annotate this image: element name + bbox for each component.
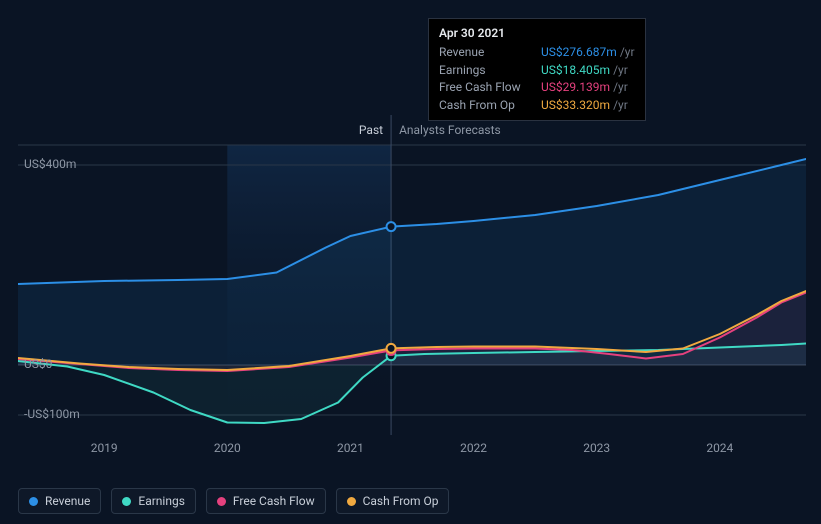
tooltip-row-fcf: Free Cash Flow US$29.139m/yr <box>439 79 635 96</box>
legend-label: Revenue <box>45 494 90 508</box>
x-axis-label: 2022 <box>460 441 487 455</box>
legend-label: Earnings <box>138 494 185 508</box>
y-axis-label: US$0 <box>24 357 52 371</box>
legend-item-cfo[interactable]: Cash From Op <box>336 488 450 514</box>
section-label-forecast: Analysts Forecasts <box>399 123 501 137</box>
tooltip-value: US$33.320m/yr <box>541 97 628 114</box>
legend-item-revenue[interactable]: Revenue <box>18 488 101 514</box>
tooltip-unit: /yr <box>613 98 628 112</box>
legend-dot-icon <box>217 497 226 506</box>
legend-label: Free Cash Flow <box>233 494 315 508</box>
chart-tooltip: Apr 30 2021 RevenueUS$276.687m/yrEarning… <box>428 18 646 121</box>
chart-legend: Revenue Earnings Free Cash Flow Cash From O… <box>18 488 449 514</box>
tooltip-date: Apr 30 2021 <box>439 25 635 42</box>
legend-item-earnings[interactable]: Earnings <box>111 488 196 514</box>
tooltip-unit: /yr <box>613 80 628 94</box>
tooltip-row-earnings: Earnings US$18.405m/yr <box>439 62 635 79</box>
tooltip-label: Earnings <box>439 62 531 79</box>
tooltip-label: Revenue <box>439 44 531 61</box>
section-label-past: Past <box>359 123 383 137</box>
tooltip-value: US$29.139m/yr <box>541 79 628 96</box>
y-axis-label: US$400m <box>24 157 76 171</box>
x-axis-label: 2020 <box>214 441 241 455</box>
legend-dot-icon <box>122 497 131 506</box>
tooltip-row-cfo: Cash From Op US$33.320m/yr <box>439 97 635 114</box>
x-axis-label: 2021 <box>337 441 364 455</box>
tooltip-row-revenue: Revenue US$276.687m/yr <box>439 44 635 61</box>
tooltip-unit: /yr <box>613 63 628 77</box>
x-axis-label: 2024 <box>706 441 733 455</box>
x-axis-label: 2023 <box>583 441 610 455</box>
legend-label: Cash From Op <box>363 494 439 508</box>
tooltip-value: US$18.405m/yr <box>541 62 628 79</box>
financials-chart[interactable]: US$400m US$0 -US$100m 2019 2020 2021 2022 2023… <box>18 115 806 465</box>
tooltip-unit: /yr <box>620 45 635 59</box>
tooltip-label: Cash From Op <box>439 97 531 114</box>
y-axis-label: -US$100m <box>24 407 80 421</box>
chart-canvas <box>18 115 806 465</box>
tooltip-label: Free Cash Flow <box>439 79 531 96</box>
legend-dot-icon <box>347 497 356 506</box>
tooltip-value: US$276.687m/yr <box>541 44 635 61</box>
x-axis-label: 2019 <box>91 441 118 455</box>
legend-item-fcf[interactable]: Free Cash Flow <box>206 488 326 514</box>
legend-dot-icon <box>29 497 38 506</box>
